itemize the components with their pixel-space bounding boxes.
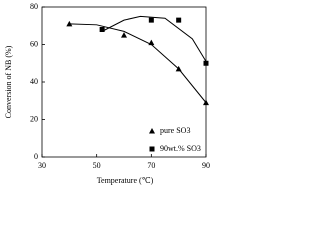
fit-curve <box>101 15 207 62</box>
fit-curve <box>69 23 207 103</box>
y-tick-label: 20 <box>30 114 38 123</box>
legend-marker <box>149 146 155 152</box>
y-tick-label: 80 <box>30 2 38 11</box>
legend-label: pure SO3 <box>160 126 190 135</box>
marker <box>176 17 182 23</box>
y-tick-label: 0 <box>34 152 38 161</box>
legend-marker <box>149 128 155 134</box>
x-tick-label: 90 <box>202 161 210 170</box>
marker <box>203 99 209 106</box>
x-tick-label: 30 <box>38 161 46 170</box>
marker <box>99 27 105 32</box>
marker <box>66 20 73 27</box>
x-tick-label: 70 <box>147 161 155 170</box>
x-axis-label: Temperature (℃) <box>97 176 154 185</box>
marker <box>148 39 155 46</box>
legend-label: 90wt.% SO3 <box>160 144 201 153</box>
y-tick-label: 40 <box>30 77 38 86</box>
marker <box>148 17 154 23</box>
marker <box>121 32 127 38</box>
x-tick-label: 50 <box>93 161 101 170</box>
y-tick-label: 60 <box>30 39 38 48</box>
chart: Temperature (℃) Conversion of NB (%) 30 5… <box>4 2 210 185</box>
marker <box>175 65 182 72</box>
marker <box>203 60 209 66</box>
y-axis-label: Conversion of NB (%) <box>4 45 13 118</box>
